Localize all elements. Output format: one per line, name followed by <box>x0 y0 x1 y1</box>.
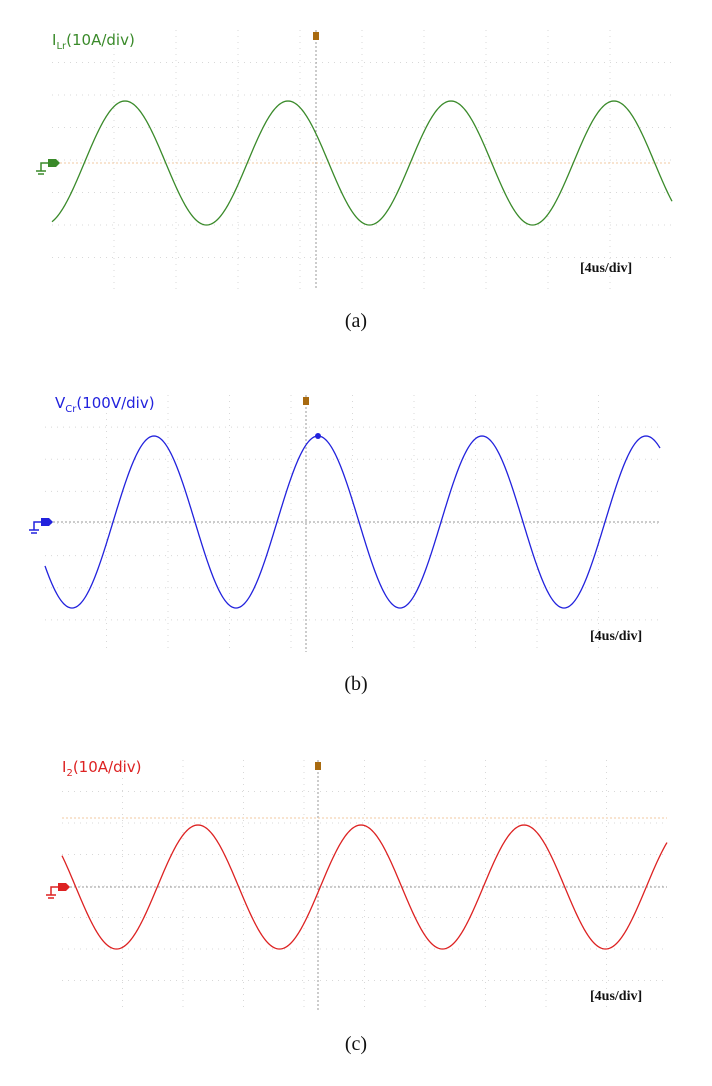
trigger-marker <box>315 762 321 770</box>
ground-marker <box>58 883 70 891</box>
caption: (c) <box>345 1033 367 1055</box>
label-subscript: 2 <box>66 768 72 779</box>
channel-label: VCr(100V/div) <box>55 394 155 415</box>
ground-marker <box>48 159 60 167</box>
caption: (b) <box>344 673 367 695</box>
scope-panel: VCr(100V/div) [4us/div] (b) <box>29 394 661 695</box>
timebase: [4us/div] <box>590 629 642 644</box>
ground-marker <box>46 886 59 899</box>
ground-marker <box>41 518 53 526</box>
waveform <box>44 435 661 609</box>
ground-marker <box>36 162 49 175</box>
label-symbol: I <box>52 31 56 49</box>
scope-panel: I2(10A/div) [4us/div] (c) <box>46 758 668 1055</box>
label-symbol: I <box>62 758 66 776</box>
label-symbol: V <box>55 394 66 412</box>
waveform <box>61 824 668 950</box>
label-subscript: Lr <box>56 41 67 52</box>
timebase: [4us/div] <box>590 989 642 1004</box>
ground-marker <box>29 521 42 534</box>
cursor-dot <box>315 433 321 439</box>
scope-panel: ILr(10A/div) [4us/div] (a) <box>36 30 673 332</box>
label-scale: (10A/div) <box>73 758 142 776</box>
channel-label: I2(10A/div) <box>62 758 141 779</box>
channel-label: ILr(10A/div) <box>52 31 135 52</box>
label-scale: (100V/div) <box>76 394 154 412</box>
timebase: [4us/div] <box>580 261 632 276</box>
caption: (a) <box>345 310 367 332</box>
trigger-marker <box>303 397 309 405</box>
label-subscript: Cr <box>65 404 77 415</box>
label-scale: (10A/div) <box>66 31 135 49</box>
trigger-marker <box>313 32 319 40</box>
waveform <box>51 100 673 226</box>
